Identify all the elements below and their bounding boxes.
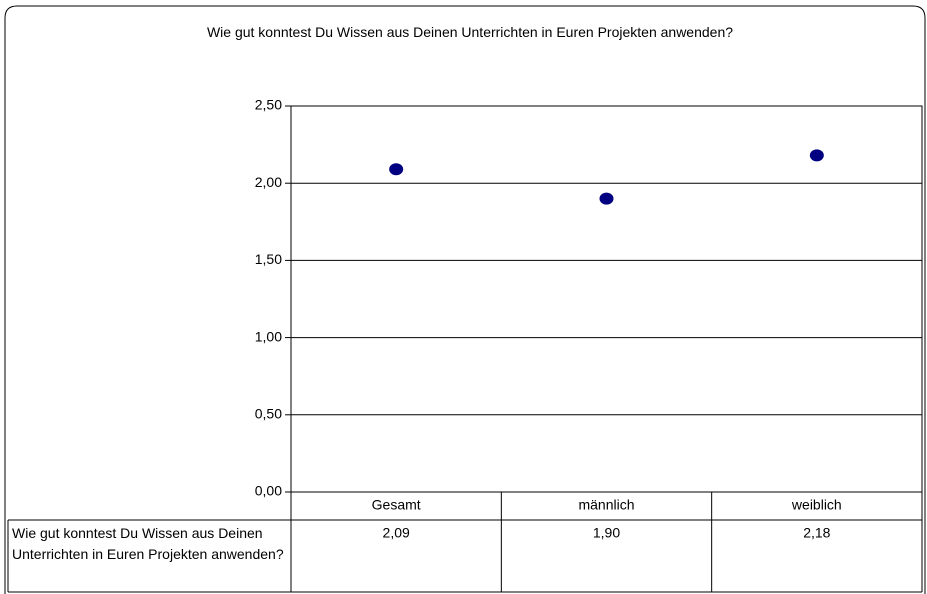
plot-border xyxy=(290,105,923,493)
table-row-header: Wie gut konntest Du Wissen aus Deinen Un… xyxy=(12,525,284,562)
table-value: 1,90 xyxy=(593,525,620,541)
x-tick-label: männlich xyxy=(578,497,634,513)
card-border xyxy=(4,5,926,594)
y-tick-label: 1,00 xyxy=(255,328,282,344)
y-tick-label: 1,50 xyxy=(255,251,282,267)
table-value: 2,18 xyxy=(803,525,830,541)
y-tick-label: 0,00 xyxy=(255,483,282,499)
y-tick-label: 0,50 xyxy=(255,406,282,422)
data-point xyxy=(389,163,404,176)
x-tick-label: Gesamt xyxy=(372,497,421,513)
x-tick-label: weiblich xyxy=(791,497,842,513)
y-tick-label: 2,00 xyxy=(255,174,282,190)
y-tick-label: 2,50 xyxy=(255,97,282,113)
data-point xyxy=(599,192,614,205)
data-point xyxy=(809,149,824,162)
table-value: 2,09 xyxy=(383,525,410,541)
chart-title: Wie gut konntest Du Wissen aus Deinen Un… xyxy=(206,24,734,40)
